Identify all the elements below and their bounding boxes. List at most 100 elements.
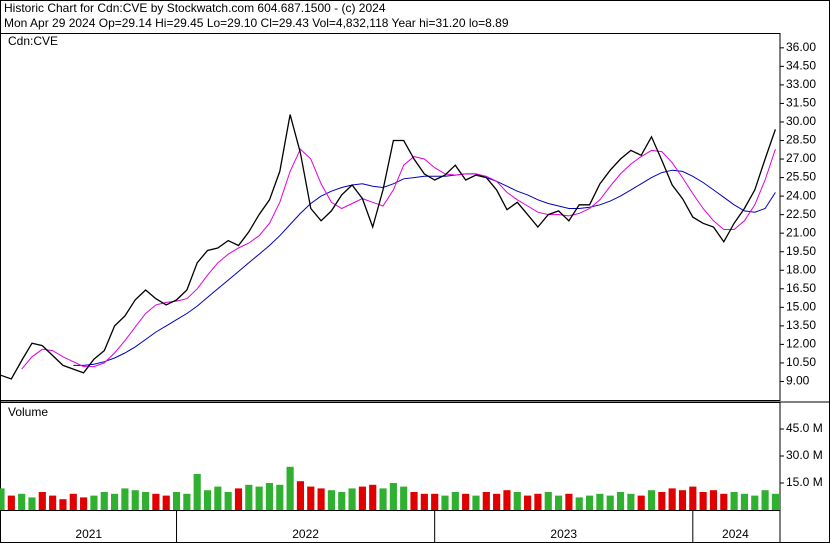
y-tick-label: 9.00 xyxy=(786,374,810,388)
volume-bar xyxy=(203,490,212,510)
volume-bar xyxy=(358,486,366,510)
volume-bar xyxy=(131,490,139,510)
volume-bar xyxy=(348,488,356,510)
volume-bar xyxy=(245,484,253,510)
volume-bar xyxy=(606,495,614,510)
chart-subtitle: Mon Apr 29 2024 Op=29.14 Hi=29.45 Lo=29.… xyxy=(4,16,509,30)
volume-bar xyxy=(524,495,532,510)
volume-bar xyxy=(709,490,718,510)
volume-bar xyxy=(38,492,46,510)
y-tick-label: 15.00 xyxy=(786,299,816,313)
volume-bar xyxy=(534,493,542,510)
y-tick-label: 34.50 xyxy=(786,59,816,73)
y-tick-label: 36.00 xyxy=(786,40,816,54)
line-series xyxy=(21,148,776,370)
volume-bar xyxy=(327,490,335,510)
volume-bar xyxy=(111,493,119,510)
volume-bar xyxy=(689,486,697,510)
volume-bar xyxy=(90,495,98,510)
y2-tick-label: 45.0 M xyxy=(786,421,823,435)
volume-bar xyxy=(80,497,88,510)
y-tick-label: 27.00 xyxy=(786,151,816,165)
volume-bar xyxy=(565,493,573,510)
volume-bar xyxy=(658,492,666,510)
x-tick-label: 2023 xyxy=(550,527,577,541)
volume-label: Volume xyxy=(8,405,48,419)
volume-bar xyxy=(193,474,201,510)
y-tick-label: 24.00 xyxy=(786,188,816,202)
y-tick-label: 10.50 xyxy=(786,355,816,369)
volume-bar xyxy=(255,486,263,510)
y-tick-label: 21.00 xyxy=(786,225,816,239)
volume-bar xyxy=(214,486,222,510)
volume-bar xyxy=(7,495,15,510)
y-tick-label: 12.00 xyxy=(786,337,816,351)
y-tick-label: 33.00 xyxy=(786,77,816,91)
y-tick-label: 30.00 xyxy=(786,114,816,128)
volume-bar xyxy=(162,495,170,510)
y-tick-label: 31.50 xyxy=(786,96,816,110)
volume-bar xyxy=(18,493,26,510)
volume-bar xyxy=(276,484,284,510)
legend-label: Cdn:CVE xyxy=(8,34,58,48)
volume-bar xyxy=(224,492,232,510)
volume-bar xyxy=(503,490,511,510)
x-tick-label: 2024 xyxy=(722,527,749,541)
volume-bar xyxy=(720,493,728,510)
volume-bar xyxy=(493,493,501,510)
price-panel xyxy=(0,33,781,401)
volume-bar xyxy=(141,492,150,510)
volume-bar xyxy=(307,486,315,510)
volume-bar xyxy=(616,492,625,510)
volume-bar xyxy=(420,493,428,510)
volume-bar xyxy=(152,493,160,510)
volume-bar xyxy=(400,486,408,510)
volume-bar xyxy=(28,497,36,510)
volume-bar xyxy=(0,488,5,510)
volume-bar xyxy=(751,495,759,510)
volume-bar xyxy=(286,466,294,510)
volume-bar xyxy=(544,492,552,510)
volume-bar xyxy=(379,488,387,510)
volume-bar xyxy=(338,492,346,510)
y2-tick-label: 30.0 M xyxy=(786,448,823,462)
volume-bar xyxy=(369,484,377,510)
volume-bar xyxy=(627,493,635,510)
y-tick-label: 28.50 xyxy=(786,133,816,147)
chart-title: Historic Chart for Cdn:CVE by Stockwatch… xyxy=(4,1,386,15)
volume-bar xyxy=(431,493,439,510)
volume-bar xyxy=(49,495,57,510)
line-series xyxy=(0,114,777,380)
volume-bar xyxy=(555,495,563,510)
volume-bar xyxy=(730,492,738,510)
volume-bar xyxy=(234,488,243,510)
volume-bar xyxy=(472,495,480,510)
y-tick-label: 25.50 xyxy=(786,170,816,184)
volume-bar xyxy=(441,495,449,510)
volume-bar xyxy=(121,488,129,510)
y-tick-label: 19.50 xyxy=(786,244,816,258)
x-tick-label: 2022 xyxy=(292,527,319,541)
volume-bar xyxy=(647,490,656,510)
volume-bar xyxy=(637,495,645,510)
volume-bar xyxy=(678,490,687,510)
volume-bar xyxy=(771,493,779,510)
volume-bar xyxy=(183,493,191,510)
y2-tick-label: 15.0 M xyxy=(786,475,823,489)
volume-bar xyxy=(451,492,459,510)
line-series xyxy=(73,169,776,366)
volume-bar xyxy=(296,481,305,510)
volume-bar xyxy=(410,492,418,510)
volume-bar xyxy=(585,495,594,510)
volume-bar xyxy=(740,493,749,510)
volume-bar xyxy=(59,499,67,510)
volume-bar xyxy=(172,492,181,510)
volume-bar xyxy=(513,492,521,510)
volume-bar xyxy=(575,497,583,510)
volume-bar xyxy=(100,492,108,510)
volume-bar xyxy=(462,493,470,510)
volume-bar xyxy=(69,493,77,510)
volume-bar xyxy=(389,483,397,510)
